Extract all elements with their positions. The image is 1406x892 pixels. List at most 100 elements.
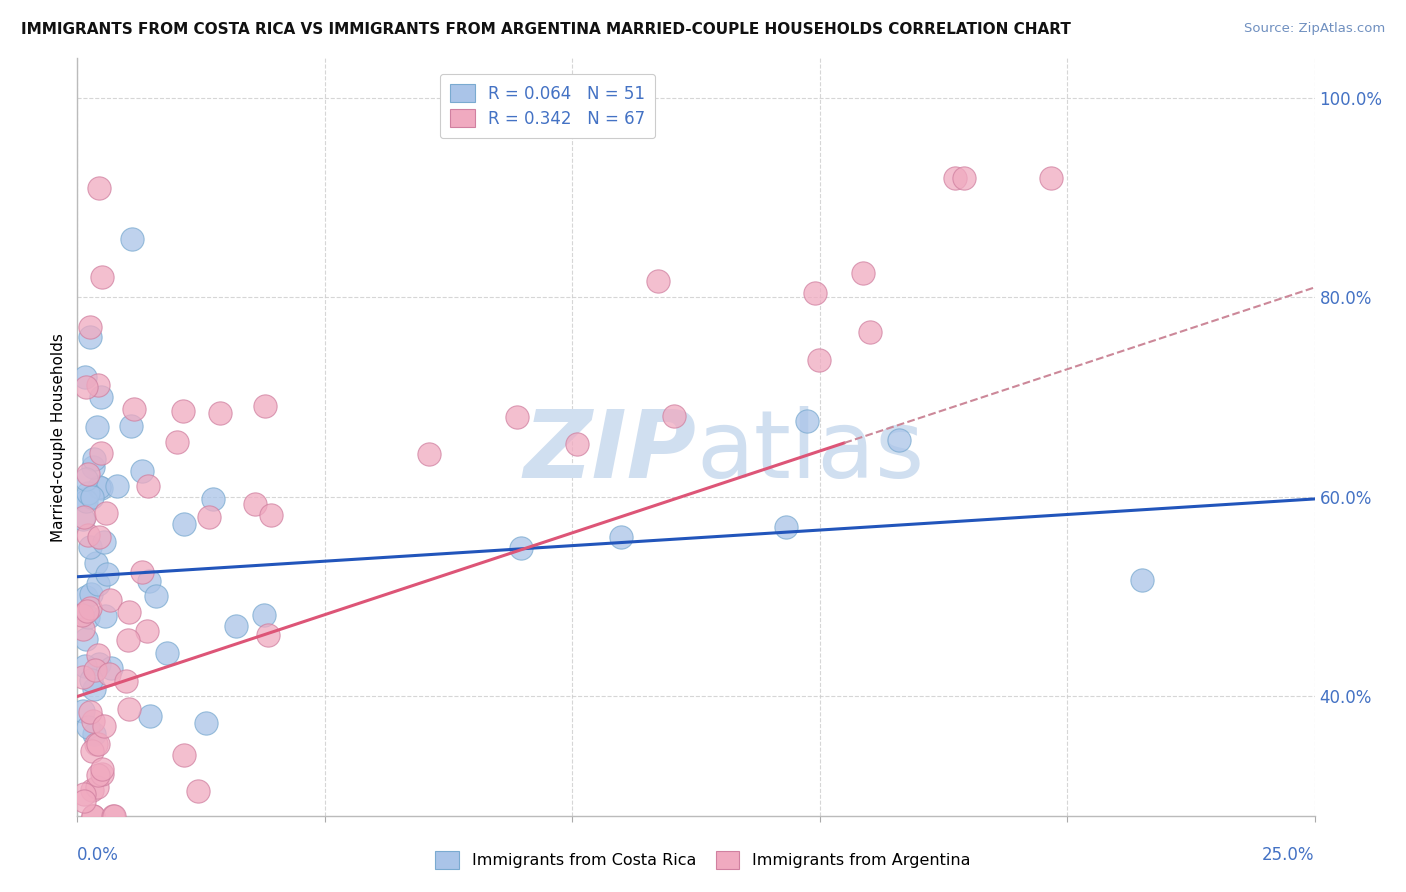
Point bbox=[90, 481, 112, 495]
Point bbox=[90, 446, 112, 460]
Point bbox=[77, 467, 100, 482]
Point bbox=[87, 768, 110, 782]
Point bbox=[87, 378, 110, 392]
Point bbox=[94, 608, 117, 623]
Point bbox=[93, 719, 115, 733]
Point bbox=[83, 451, 105, 466]
Point bbox=[260, 508, 283, 522]
Point bbox=[82, 809, 104, 823]
Point bbox=[75, 591, 97, 605]
Point bbox=[83, 727, 105, 741]
Point bbox=[75, 492, 97, 507]
Point bbox=[87, 576, 110, 591]
Point bbox=[201, 491, 224, 506]
Point bbox=[73, 794, 96, 808]
Point bbox=[83, 682, 105, 697]
Point bbox=[118, 605, 141, 619]
Point bbox=[87, 530, 110, 544]
Text: 25.0%: 25.0% bbox=[1263, 847, 1315, 864]
Point bbox=[87, 180, 110, 194]
Y-axis label: Married-couple Households: Married-couple Households bbox=[51, 333, 66, 541]
Point bbox=[253, 607, 276, 622]
Point bbox=[418, 447, 440, 461]
Point bbox=[86, 648, 108, 662]
Point bbox=[131, 464, 153, 478]
Text: Source: ZipAtlas.com: Source: ZipAtlas.com bbox=[1244, 22, 1385, 36]
Point bbox=[953, 170, 976, 185]
Point bbox=[118, 702, 141, 716]
Point bbox=[101, 809, 124, 823]
Point bbox=[775, 520, 797, 534]
Point bbox=[139, 709, 162, 723]
Point bbox=[76, 380, 98, 394]
Point bbox=[807, 352, 830, 367]
Point bbox=[84, 663, 107, 677]
Point bbox=[90, 390, 112, 404]
Point bbox=[84, 737, 107, 751]
Point bbox=[73, 510, 96, 524]
Point bbox=[172, 403, 194, 417]
Point bbox=[80, 673, 103, 687]
Point bbox=[72, 511, 94, 525]
Point bbox=[943, 170, 966, 185]
Point bbox=[73, 659, 96, 673]
Point bbox=[610, 530, 633, 544]
Point bbox=[75, 632, 97, 646]
Point bbox=[91, 762, 114, 776]
Point bbox=[72, 704, 94, 718]
Point bbox=[135, 624, 157, 639]
Point bbox=[166, 434, 188, 449]
Point bbox=[121, 232, 143, 246]
Point bbox=[82, 490, 104, 504]
Legend: R = 0.064   N = 51, R = 0.342   N = 67: R = 0.064 N = 51, R = 0.342 N = 67 bbox=[440, 74, 655, 138]
Point bbox=[79, 320, 101, 334]
Point bbox=[505, 410, 527, 425]
Point bbox=[93, 535, 115, 549]
Point bbox=[75, 370, 97, 384]
Point bbox=[72, 607, 94, 622]
Point bbox=[173, 747, 195, 762]
Point bbox=[859, 325, 882, 339]
Point bbox=[120, 419, 142, 434]
Point bbox=[105, 478, 128, 492]
Point bbox=[114, 673, 136, 688]
Text: atlas: atlas bbox=[696, 406, 924, 499]
Point bbox=[98, 592, 121, 607]
Point bbox=[72, 670, 94, 684]
Point bbox=[76, 604, 98, 618]
Point bbox=[195, 715, 218, 730]
Point bbox=[208, 406, 231, 420]
Point bbox=[87, 737, 110, 751]
Point bbox=[79, 600, 101, 615]
Point bbox=[89, 657, 111, 671]
Point bbox=[256, 628, 278, 642]
Legend: Immigrants from Costa Rica, Immigrants from Argentina: Immigrants from Costa Rica, Immigrants f… bbox=[429, 845, 977, 875]
Point bbox=[77, 528, 100, 542]
Point bbox=[662, 409, 685, 423]
Point bbox=[509, 541, 531, 555]
Point bbox=[90, 767, 112, 781]
Point bbox=[138, 574, 160, 588]
Point bbox=[72, 622, 94, 636]
Point bbox=[86, 780, 108, 794]
Point bbox=[1039, 170, 1062, 185]
Point bbox=[94, 506, 117, 520]
Point bbox=[79, 330, 101, 344]
Text: IMMIGRANTS FROM COSTA RICA VS IMMIGRANTS FROM ARGENTINA MARRIED-COUPLE HOUSEHOLD: IMMIGRANTS FROM COSTA RICA VS IMMIGRANTS… bbox=[21, 22, 1071, 37]
Point bbox=[852, 266, 875, 280]
Point bbox=[243, 497, 266, 511]
Point bbox=[131, 565, 153, 579]
Point bbox=[82, 459, 104, 474]
Point bbox=[122, 402, 145, 417]
Point bbox=[156, 646, 179, 660]
Point bbox=[1130, 573, 1153, 587]
Point bbox=[804, 286, 827, 301]
Point bbox=[98, 667, 121, 681]
Text: 0.0%: 0.0% bbox=[77, 847, 120, 864]
Point bbox=[100, 661, 122, 675]
Point bbox=[647, 274, 669, 288]
Point bbox=[75, 473, 97, 487]
Point bbox=[253, 399, 276, 413]
Point bbox=[82, 809, 104, 823]
Point bbox=[87, 480, 110, 494]
